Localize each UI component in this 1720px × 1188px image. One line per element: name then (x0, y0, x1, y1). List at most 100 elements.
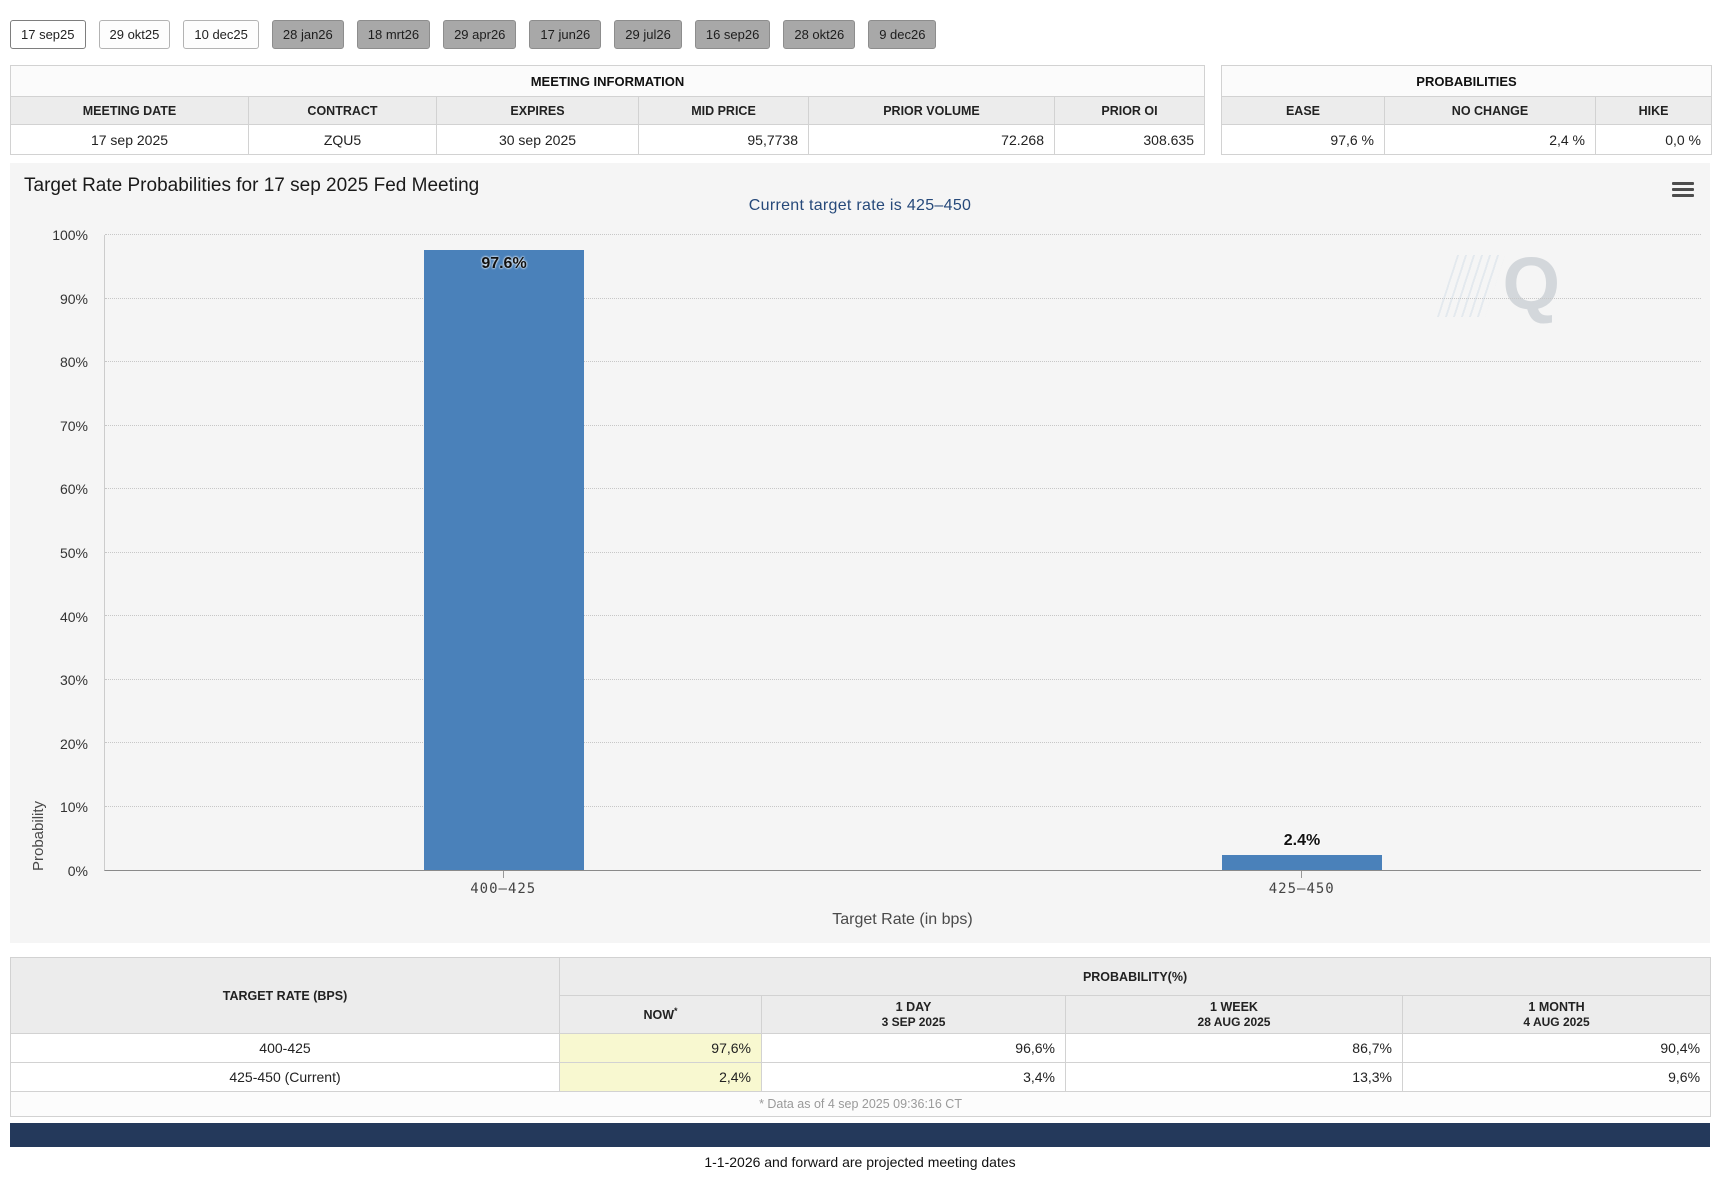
week-probability-cell: 86,7% (1065, 1033, 1403, 1063)
col-header-ease: EASE (1221, 96, 1385, 125)
projected-dates-note: 1-1-2026 and forward are projected meeti… (704, 1154, 1016, 1170)
col-header-prior-volume: PRIOR VOLUME (808, 96, 1055, 125)
gridline (105, 234, 1701, 235)
gridline (105, 742, 1701, 743)
y-tick-label: 20% (59, 735, 88, 752)
target-rate-cell: 425-450 (Current) (10, 1062, 560, 1092)
tab-meeting-9dec26[interactable]: 9 dec26 (868, 20, 937, 49)
bar-value-label: 97.6% (481, 255, 527, 273)
gridline (105, 424, 1701, 426)
col-header-hike: HIKE (1594, 96, 1713, 125)
table-row: 425-450 (Current) 2,4% 3,4% 13,3% 9,6% (10, 1062, 1712, 1092)
now-probability-cell: 2,4% (559, 1062, 762, 1092)
col-header-1-month: 1 MONTH 4 AUG 2025 (1401, 995, 1712, 1034)
tab-meeting-28jan26[interactable]: 28 jan26 (271, 20, 344, 49)
tab-meeting-29apr26[interactable]: 29 apr26 (443, 20, 517, 49)
plot-area: 97.6% 2.4% (104, 234, 1701, 871)
gridlines (105, 234, 1701, 870)
chart-subtitle: Current target rate is 425–450 (748, 197, 972, 214)
info-tables-row: MEETING INFORMATION MEETING DATE CONTRAC… (10, 65, 1713, 155)
y-tick-label: 30% (59, 672, 88, 689)
gridline (105, 805, 1701, 807)
period-date: 4 AUG 2025 (1523, 1014, 1590, 1029)
chart-title: Target Rate Probabilities for 17 sep 202… (24, 175, 480, 196)
gridline (105, 361, 1701, 362)
meeting-information-title: MEETING INFORMATION (10, 65, 1205, 97)
probabilities-title: PROBABILITIES (1220, 65, 1713, 97)
y-tick-label: 90% (59, 290, 88, 307)
x-axis-title: Target Rate (in bps) (832, 911, 973, 928)
period-label: 1 DAY (895, 999, 932, 1014)
y-tick-label: 60% (59, 481, 88, 498)
gridline (105, 297, 1701, 299)
meeting-date-tabs: 17 sep25 29 okt25 10 dec25 28 jan26 18 m… (10, 20, 1710, 49)
no-change-value: 2,4 % (1384, 124, 1596, 155)
col-header-1-week: 1 WEEK 28 AUG 2025 (1065, 995, 1403, 1034)
quikstrike-watermark: Q (1502, 242, 1560, 325)
chart-category: 2.4% (903, 235, 1701, 870)
y-tick-label: 50% (59, 545, 88, 561)
tab-meeting-10dec25[interactable]: 10 dec25 (183, 20, 259, 49)
week-probability-cell: 13,3% (1065, 1062, 1403, 1092)
contract-value: ZQU5 (248, 124, 437, 155)
x-tick-label: 425–450 (903, 871, 1702, 897)
period-date: 3 SEP 2025 (881, 1014, 946, 1029)
hamburger-bar (1672, 194, 1694, 197)
table-row: 97,6 % 2,4 % 0,0 % (1221, 124, 1713, 155)
y-tick-label: 80% (59, 354, 88, 371)
col-header-contract: CONTRACT (248, 96, 437, 125)
tab-meeting-29okt25[interactable]: 29 okt25 (98, 20, 171, 49)
tab-meeting-28okt26[interactable]: 28 okt26 (783, 20, 856, 49)
col-header-expires: EXPIRES (436, 96, 639, 125)
bar-value-label: 2.4% (1283, 831, 1321, 849)
month-probability-cell: 90,4% (1401, 1033, 1712, 1063)
expires-value: 30 sep 2025 (436, 124, 639, 155)
day-probability-cell: 3,4% (761, 1062, 1066, 1092)
now-probability-cell: 97,6% (559, 1033, 762, 1063)
hamburger-bar (1672, 188, 1694, 191)
y-tick-label: 70% (59, 417, 88, 434)
tab-meeting-16sep26[interactable]: 16 sep26 (694, 20, 771, 49)
probability-history-table: TARGET RATE (BPS) PROBABILITY(%) NOW* 1 … (9, 957, 1712, 1117)
x-axis-labels: 400–425 425–450 (104, 871, 1701, 897)
y-tick-label: 40% (59, 608, 88, 625)
y-tick-label: 100% (52, 227, 88, 243)
tab-meeting-17sep25[interactable]: 17 sep25 (10, 20, 86, 49)
tab-meeting-29jul26[interactable]: 29 jul26 (614, 20, 682, 49)
meeting-information-table: MEETING INFORMATION MEETING DATE CONTRAC… (10, 65, 1205, 155)
col-header-mid-price: MID PRICE (638, 96, 809, 125)
col-header-prior-oi: PRIOR OI (1054, 96, 1205, 125)
probabilities-table: PROBABILITIES EASE NO CHANGE HIKE 97,6 %… (1220, 65, 1713, 155)
bar-categories: 97.6% 2.4% (105, 235, 1701, 870)
target-rate-probabilities-chart: Target Rate Probabilities for 17 sep 202… (10, 163, 1710, 943)
meeting-date-value: 17 sep 2025 (10, 124, 249, 155)
group-header-probability: PROBABILITY(%) (558, 957, 1712, 996)
ease-value: 97,6 % (1221, 124, 1385, 155)
day-probability-cell: 96,6% (761, 1033, 1066, 1063)
y-tick-label: 10% (59, 799, 88, 816)
month-probability-cell: 9,6% (1401, 1062, 1712, 1092)
hamburger-menu-icon[interactable] (1672, 179, 1694, 200)
chart-category: 97.6% (105, 235, 903, 870)
bottom-navy-bar (10, 1123, 1710, 1147)
mid-price-value: 95,7738 (638, 124, 809, 155)
prior-volume-value: 72.268 (808, 124, 1055, 155)
y-axis-labels: 0% 10% 20% 30% 40% 50% 60% 70% 80% 90% 100% (10, 227, 96, 879)
col-header-target-rate-bps: TARGET RATE (BPS) (10, 957, 560, 1034)
col-header-meeting-date: MEETING DATE (10, 96, 249, 125)
prior-oi-value: 308.635 (1054, 124, 1205, 155)
col-header-now: NOW* (559, 995, 762, 1034)
col-header-no-change: NO CHANGE (1384, 96, 1596, 125)
tab-meeting-17jun26[interactable]: 17 jun26 (529, 20, 602, 49)
gridline (105, 678, 1701, 680)
now-label: NOW (643, 1007, 675, 1022)
col-header-1-day: 1 DAY 3 SEP 2025 (761, 995, 1066, 1034)
tab-meeting-18mrt26[interactable]: 18 mrt26 (356, 20, 431, 49)
table-row: 400-425 97,6% 96,6% 86,7% 90,4% (10, 1033, 1712, 1063)
bar-400-425[interactable]: 97.6% (424, 250, 584, 870)
now-asterisk: * (674, 1005, 678, 1016)
y-tick-label: 0% (67, 863, 88, 879)
data-as-of-footnote: * Data as of 4 sep 2025 09:36:16 CT (9, 1091, 1712, 1117)
gridline (105, 488, 1701, 489)
bar-425-450[interactable]: 2.4% (1222, 832, 1382, 870)
